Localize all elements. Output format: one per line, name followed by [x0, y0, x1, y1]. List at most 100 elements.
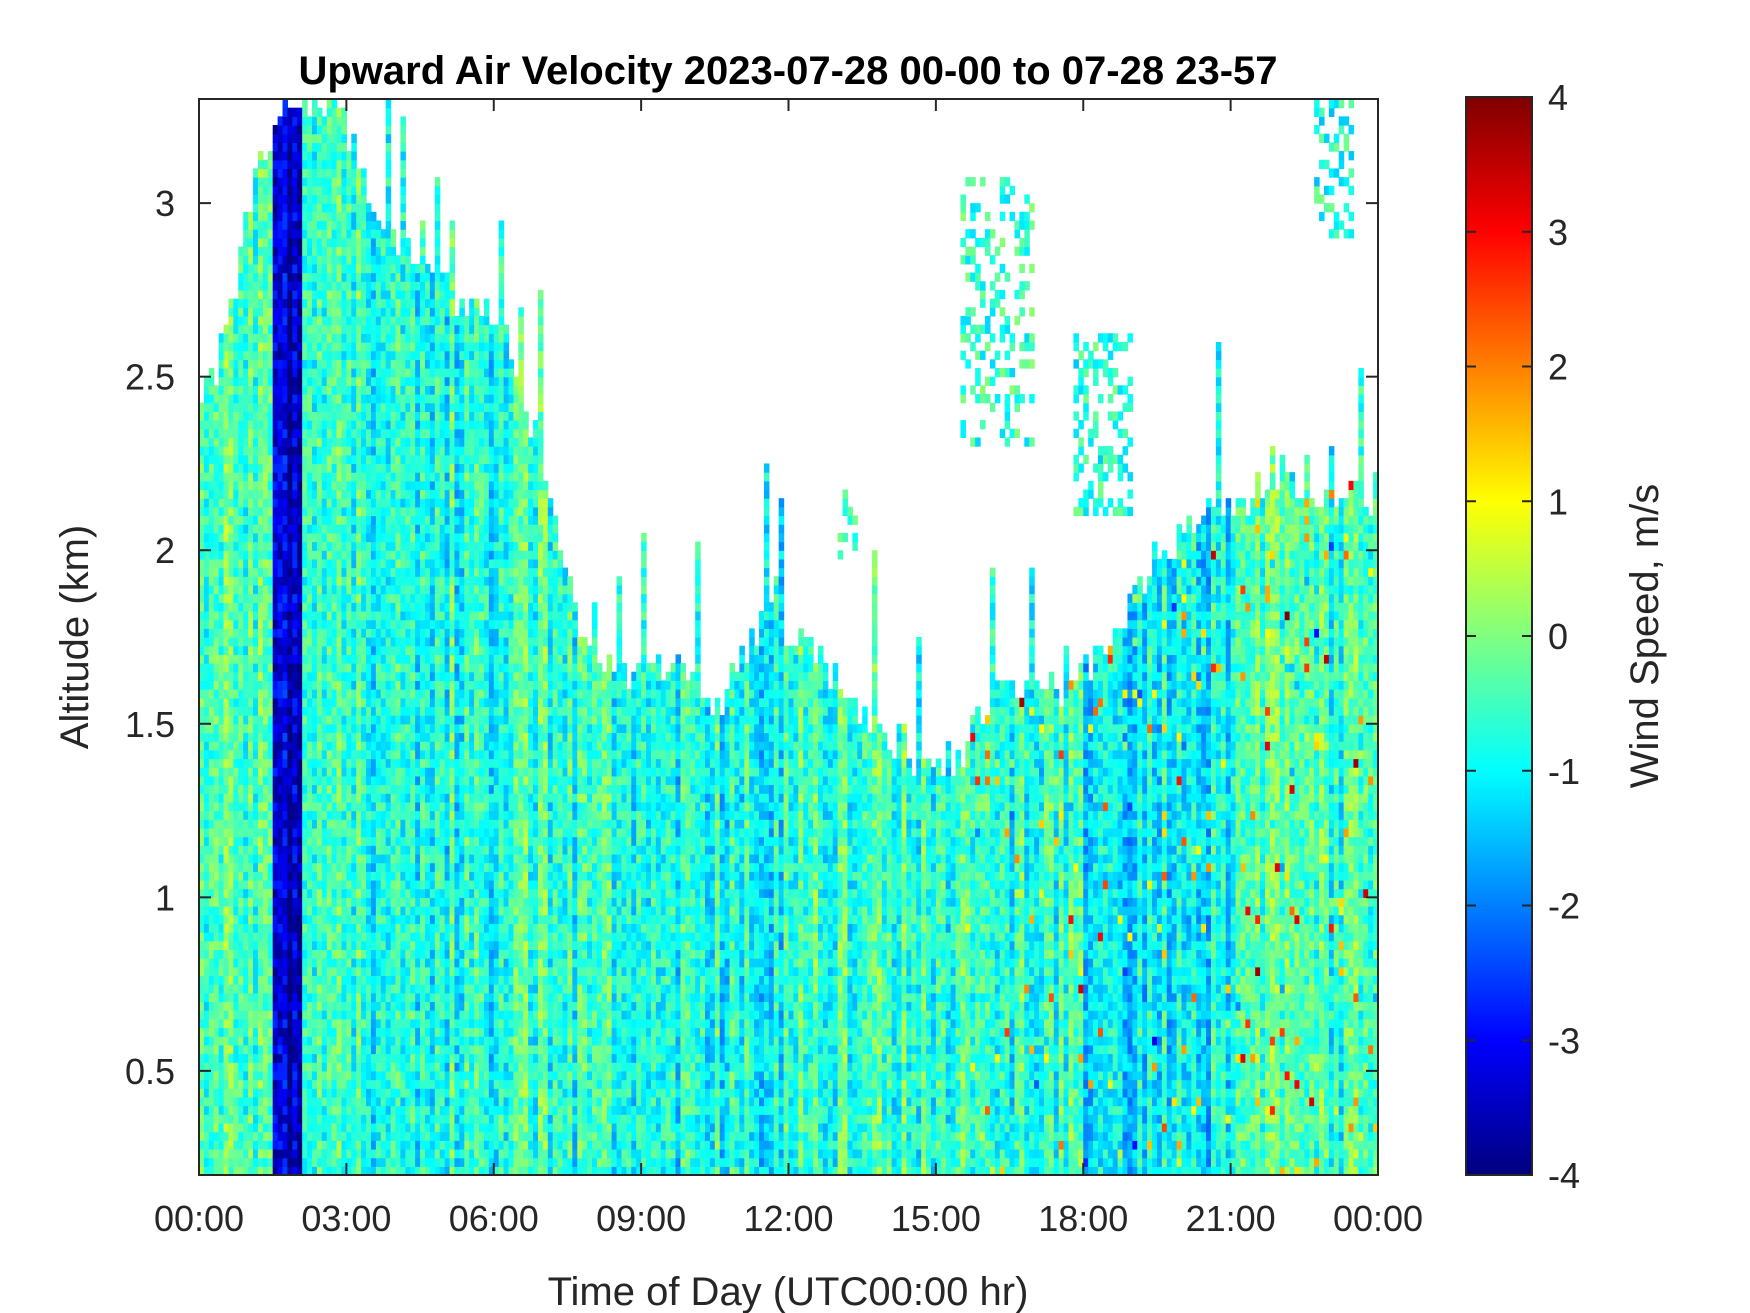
heatmap-cell [395, 446, 402, 456]
heatmap-cell [366, 758, 372, 768]
heatmap-cell [253, 758, 259, 768]
heatmap-cell [302, 671, 308, 681]
heatmap-cell [361, 237, 367, 248]
heatmap-cell [302, 819, 308, 829]
heatmap-cell [331, 992, 338, 1003]
heatmap-cell [405, 394, 411, 404]
heatmap-cell [366, 1088, 372, 1098]
heatmap-cell [302, 975, 308, 985]
heatmap-cell [257, 1053, 264, 1063]
heatmap-cell [321, 810, 328, 820]
heatmap-cell [297, 116, 303, 126]
heatmap-cell [272, 133, 279, 143]
heatmap-cell [307, 871, 313, 881]
heatmap-cell [375, 758, 382, 768]
heatmap-cell [257, 584, 264, 595]
heatmap-cell [395, 723, 402, 734]
heatmap-cell [361, 359, 367, 369]
heatmap-cell [262, 454, 269, 465]
heatmap-cell [331, 888, 338, 898]
heatmap-cell [257, 385, 264, 395]
heatmap-cell [366, 437, 372, 447]
heatmap-cell [331, 654, 338, 664]
heatmap-cell [203, 524, 210, 534]
heatmap-cell [390, 411, 397, 421]
heatmap-cell [307, 428, 313, 439]
heatmap-cell [199, 923, 205, 933]
heatmap-cell [267, 1001, 274, 1011]
heatmap-cell [257, 307, 264, 317]
heatmap-cell [336, 229, 343, 239]
heatmap-cell [292, 576, 298, 586]
heatmap-cell [380, 827, 387, 838]
heatmap-cell [385, 281, 392, 291]
heatmap-cell [380, 810, 387, 820]
heatmap-cell [361, 428, 367, 439]
heatmap-cell [292, 333, 298, 343]
heatmap-cell [311, 333, 318, 343]
heatmap-cell [203, 793, 210, 803]
heatmap-cell [400, 142, 406, 152]
heatmap-cell [375, 949, 382, 959]
heatmap-cell [243, 1036, 249, 1046]
heatmap-cell [326, 602, 333, 612]
heatmap-cell [311, 767, 318, 777]
heatmap-cell [218, 741, 225, 751]
heatmap-cell [292, 949, 298, 959]
heatmap-cell [267, 394, 274, 404]
heatmap-cell [316, 853, 323, 864]
heatmap-cell [361, 1088, 367, 1098]
heatmap-cell [302, 853, 308, 864]
heatmap-cell [213, 992, 220, 1003]
heatmap-cell [277, 871, 284, 881]
heatmap-cell [257, 394, 264, 404]
heatmap-cell [287, 177, 293, 187]
heatmap-cell [287, 472, 293, 482]
heatmap-cell [248, 394, 254, 404]
heatmap-cell [400, 637, 406, 647]
heatmap-cell [223, 524, 230, 534]
heatmap-cell [307, 958, 313, 968]
heatmap-cell [336, 610, 343, 621]
heatmap-cell [257, 359, 264, 369]
heatmap-cell [361, 203, 367, 213]
heatmap-cell [390, 1062, 397, 1072]
heatmap-cell [253, 845, 259, 855]
heatmap-cell [336, 1070, 343, 1081]
heatmap-cell [326, 315, 333, 326]
heatmap-cell [218, 1036, 225, 1046]
heatmap-cell [213, 454, 220, 465]
heatmap-cell [395, 966, 402, 977]
heatmap-cell [253, 1053, 259, 1063]
heatmap-cell [297, 810, 303, 820]
heatmap-cell [262, 628, 269, 638]
heatmap-cell [218, 836, 225, 846]
heatmap-cell [267, 810, 274, 820]
heatmap-cell [410, 472, 416, 482]
heatmap-cell [257, 1079, 264, 1089]
heatmap-cell [370, 906, 377, 916]
heatmap-cell [272, 1036, 279, 1046]
heatmap-cell [405, 376, 411, 386]
heatmap-cell [253, 454, 259, 465]
heatmap-cell [267, 584, 274, 595]
heatmap-cell [292, 610, 298, 621]
heatmap-cell [331, 689, 338, 699]
heatmap-cell [311, 472, 318, 482]
heatmap-cell [400, 246, 406, 256]
heatmap-cell [253, 289, 259, 300]
heatmap-cell [203, 1070, 210, 1081]
heatmap-cell [341, 1053, 347, 1063]
heatmap-cell [253, 784, 259, 794]
heatmap-cell [253, 281, 259, 291]
heatmap-cell [366, 255, 372, 265]
heatmap-cell [385, 246, 392, 256]
heatmap-cell [370, 723, 377, 734]
heatmap-cell [380, 411, 387, 421]
heatmap-cell [385, 862, 392, 872]
heatmap-cell [366, 671, 372, 681]
heatmap-cell [385, 463, 392, 473]
heatmap-cell [272, 1088, 279, 1098]
heatmap-cell [375, 237, 382, 248]
heatmap-cell [321, 1096, 328, 1107]
